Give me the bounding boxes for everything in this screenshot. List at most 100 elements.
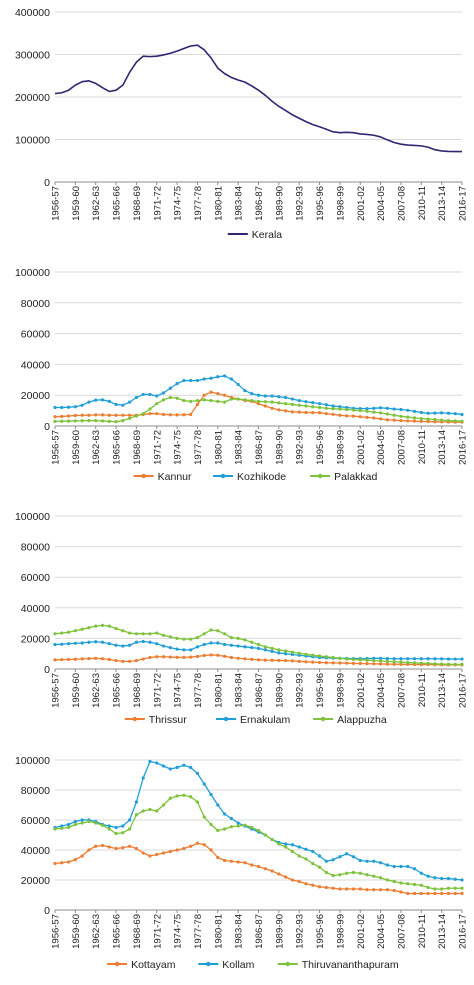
data-point <box>379 417 383 421</box>
x-tick-label: 2007-08 <box>396 186 407 221</box>
data-point <box>392 413 396 417</box>
data-point <box>406 864 410 869</box>
data-point <box>338 656 342 660</box>
data-point <box>453 662 457 667</box>
data-point <box>107 827 111 831</box>
x-tick-label: 1998-99 <box>335 186 346 221</box>
data-point <box>114 643 118 647</box>
data-point <box>290 849 295 854</box>
data-point <box>155 852 159 857</box>
legend-label: Kollam <box>222 959 254 971</box>
x-tick-label: 1986-87 <box>254 673 265 708</box>
data-point <box>304 660 308 664</box>
data-point <box>412 867 417 871</box>
data-point <box>80 413 84 417</box>
y-tick-label: 100000 <box>15 755 50 767</box>
data-point <box>290 878 295 882</box>
x-tick-label: 1959-60 <box>71 430 82 465</box>
data-point <box>256 658 261 662</box>
x-tick-label: 2001-02 <box>356 914 367 949</box>
data-point <box>243 657 247 661</box>
data-point <box>80 419 84 423</box>
data-point <box>263 645 267 649</box>
data-point <box>290 659 295 663</box>
data-point <box>345 871 349 875</box>
data-point <box>406 891 410 896</box>
data-point <box>385 406 389 410</box>
data-point <box>263 400 267 404</box>
y-tick-label: 0 <box>44 421 50 433</box>
data-point <box>195 378 200 383</box>
legend-label: Kannur <box>158 471 192 483</box>
x-tick-label: 1995-96 <box>315 430 326 465</box>
data-point <box>209 792 213 797</box>
data-point <box>60 631 64 635</box>
x-tick-label: 2016-17 <box>458 186 469 221</box>
data-point <box>324 403 328 407</box>
y-tick-label: 60000 <box>21 572 50 584</box>
data-point <box>379 406 383 410</box>
data-point <box>161 851 166 855</box>
data-point <box>195 841 200 845</box>
data-point <box>114 413 118 417</box>
x-tick-label: 1974-75 <box>173 914 184 949</box>
data-point <box>297 854 301 858</box>
data-point <box>168 655 172 659</box>
data-point <box>317 660 322 665</box>
data-point <box>270 649 274 654</box>
data-point <box>290 652 295 657</box>
data-point <box>385 878 389 882</box>
data-point <box>284 658 288 663</box>
data-point <box>195 645 200 649</box>
data-point <box>311 405 315 409</box>
data-point <box>270 869 274 873</box>
data-point <box>440 411 444 415</box>
data-point <box>358 871 362 875</box>
data-point <box>243 645 247 649</box>
data-point <box>440 876 444 881</box>
data-point <box>351 661 356 665</box>
x-tick-label: 2010-11 <box>417 914 428 948</box>
data-point <box>60 405 64 410</box>
x-tick-label: 1956-57 <box>51 186 62 221</box>
legend-marker <box>317 473 323 479</box>
legend-marker <box>141 473 146 479</box>
data-point <box>155 761 159 765</box>
data-point <box>53 405 57 410</box>
data-point <box>148 854 152 858</box>
data-point <box>114 420 118 424</box>
data-point <box>141 657 145 661</box>
data-point <box>379 888 383 892</box>
data-point <box>365 406 369 411</box>
data-point <box>263 658 267 662</box>
data-point <box>161 764 166 768</box>
data-point <box>73 822 77 827</box>
data-point <box>317 865 322 869</box>
data-point <box>73 629 77 633</box>
x-tick-label: 1980-81 <box>213 673 224 708</box>
data-point <box>277 408 281 412</box>
x-tick-label: 1983-84 <box>234 186 245 221</box>
data-point <box>385 656 389 661</box>
data-point <box>121 644 125 648</box>
x-tick-label: 1968-69 <box>132 673 143 708</box>
data-point <box>304 410 308 415</box>
data-point <box>419 891 423 896</box>
data-point <box>229 377 233 381</box>
data-point <box>345 414 349 418</box>
x-tick-label: 1974-75 <box>173 186 184 221</box>
data-point <box>365 873 369 877</box>
chart-panel-4: 0 20000 40000 60000 80000 100000 1956-57 1959-6… <box>15 755 469 971</box>
data-point <box>372 406 376 410</box>
data-point <box>338 855 342 859</box>
data-point <box>243 398 247 402</box>
data-point <box>100 413 105 417</box>
data-point <box>128 827 132 831</box>
data-point <box>331 886 335 890</box>
x-tick-label: 1965-66 <box>112 673 123 708</box>
data-point <box>324 661 328 665</box>
data-point <box>284 402 288 406</box>
data-point <box>365 662 369 666</box>
